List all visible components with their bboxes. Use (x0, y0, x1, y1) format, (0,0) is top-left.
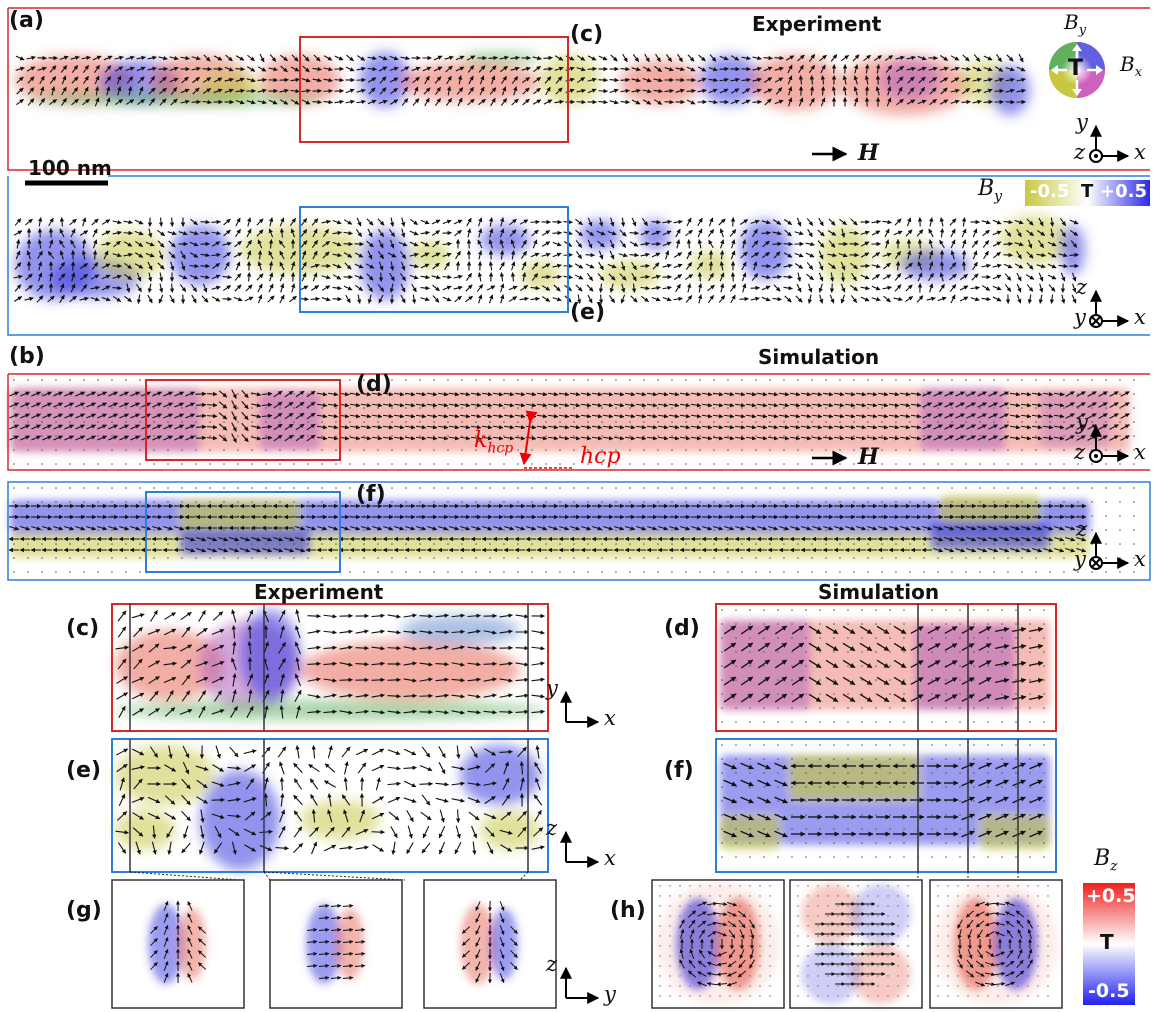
axis-label: x (604, 706, 616, 730)
axis-label: y (1074, 547, 1086, 571)
label-d: (d) (664, 616, 700, 641)
panel-c-zoom-experiment (111, 603, 549, 732)
axis-label: x (604, 846, 616, 870)
zoom-box-f (145, 491, 341, 573)
h-label-b: H (858, 444, 879, 470)
label-f: (f) (664, 758, 694, 783)
title-simulation-bottom: Simulation (818, 580, 940, 604)
axis-label: z (1076, 275, 1088, 299)
axis-label: y (1076, 110, 1088, 134)
by-bar-neg: -0.5 (1030, 181, 1070, 202)
label-b: (b) (9, 344, 45, 369)
axis-label: x (1134, 547, 1146, 571)
axis-label: z (1076, 517, 1088, 541)
title-simulation-top: Simulation (758, 345, 880, 369)
color-wheel (1049, 42, 1105, 98)
axis-label: y (546, 676, 558, 700)
k-hcp-label: khcp (474, 428, 514, 457)
by-bar-label: By (978, 176, 1003, 205)
hcp-label: hcp (580, 444, 621, 469)
axis-label: y (1074, 305, 1086, 329)
title-experiment-bottom: Experiment (254, 580, 384, 604)
axis-label: z (546, 952, 558, 976)
label-a: (a) (9, 8, 44, 33)
bz-bar-unit: T (1100, 930, 1114, 954)
zoom-box-c (299, 36, 569, 143)
label-c-ref: (c) (570, 22, 604, 47)
panel-g-cross-sections (111, 879, 557, 1009)
axis-label: x (1134, 305, 1146, 329)
wheel-center-t: T (1068, 56, 1084, 81)
by-colorbar (1025, 180, 1150, 206)
bz-colorbar (1083, 883, 1135, 1005)
axis-label: y (604, 982, 616, 1006)
panel-h-cross-sections (651, 879, 1063, 1009)
label-c: (c) (66, 616, 100, 641)
k-hcp-arrow (519, 410, 538, 466)
axis-label: y (1076, 410, 1088, 434)
wheel-by-label: By (1064, 10, 1087, 38)
zoom-box-e (299, 206, 569, 313)
panel-a-experiment (7, 7, 1150, 336)
h-label-a: H (858, 140, 879, 166)
bz-bar-label: Bz (1094, 846, 1118, 875)
label-g: (g) (66, 898, 102, 923)
bz-bar-neg: -0.5 (1088, 980, 1130, 1002)
label-e: (e) (66, 758, 102, 783)
panel-f-zoom-simulation (715, 738, 1057, 880)
panel-b-simulation (7, 373, 1151, 581)
scalebar-label: 100 nm (28, 156, 112, 180)
title-experiment-top: Experiment (752, 12, 882, 36)
axis-label: z (1074, 140, 1086, 164)
label-d-ref: (d) (356, 372, 392, 397)
axis-label: z (546, 816, 558, 840)
wheel-bx-label: Bx (1120, 52, 1143, 80)
panel-d-zoom-simulation (715, 603, 1057, 732)
bz-bar-pos: +0.5 (1086, 885, 1136, 907)
by-bar-unit: T (1081, 181, 1094, 202)
by-bar-pos: +0.5 (1100, 181, 1147, 202)
axis-label: z (1074, 440, 1086, 464)
label-f-ref: (f) (356, 482, 386, 507)
axis-label: x (1134, 140, 1146, 164)
label-e-ref: (e) (570, 300, 606, 325)
zoom-box-d (145, 379, 341, 461)
label-h: (h) (610, 898, 646, 923)
panel-e-zoom-experiment (111, 738, 549, 881)
axis-label: x (1134, 440, 1146, 464)
